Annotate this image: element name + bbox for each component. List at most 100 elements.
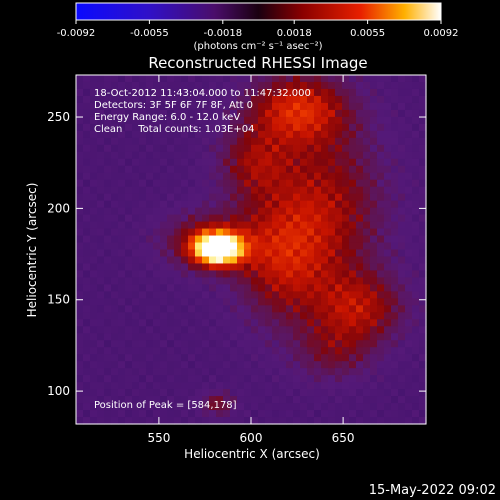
heatmap-cell [83, 75, 91, 83]
heatmap-cell [307, 235, 315, 244]
heatmap-cell [419, 249, 427, 258]
heatmap-cell [90, 319, 98, 327]
heatmap-cell [300, 354, 308, 362]
heatmap-cell [419, 291, 427, 299]
heatmap-cell [258, 172, 266, 181]
heatmap-cell [125, 81, 133, 90]
heatmap-cell [202, 382, 210, 390]
heatmap-cell [167, 130, 175, 139]
heatmap-cell [139, 340, 147, 348]
heatmap-cell [321, 95, 329, 104]
heatmap-cell [286, 172, 294, 181]
heatmap-cell [286, 75, 294, 83]
heatmap-cell [146, 340, 154, 348]
heatmap-cell [209, 144, 217, 153]
heatmap-cell [76, 326, 84, 334]
heatmap-cell [160, 284, 168, 292]
heatmap-cell [265, 291, 273, 299]
heatmap-cell [405, 193, 413, 202]
heatmap-cell [139, 326, 147, 334]
heatmap-cell [377, 214, 385, 223]
heatmap-cell [237, 382, 245, 390]
heatmap-cell [384, 88, 392, 97]
heatmap-cell [349, 326, 357, 334]
heatmap-cell [167, 256, 175, 265]
heatmap-cell [286, 326, 294, 334]
heatmap-cell [160, 207, 168, 216]
heatmap-cell [132, 207, 140, 216]
heatmap-cell [419, 116, 427, 125]
heatmap-cell [342, 179, 350, 188]
heatmap-cell [174, 158, 182, 167]
heatmap-cell [314, 305, 322, 313]
heatmap-cell [377, 130, 385, 139]
heatmap-cell [279, 95, 287, 104]
heatmap-cell [90, 389, 98, 397]
heatmap-cell [76, 382, 84, 390]
heatmap-cell [139, 75, 147, 83]
heatmap-cell [363, 75, 371, 83]
heatmap-cell [349, 375, 357, 383]
heatmap-cell [356, 375, 364, 383]
heatmap-cell [314, 284, 322, 292]
heatmap-cell [279, 417, 287, 425]
heatmap-cell [223, 144, 231, 153]
heatmap-cell [104, 417, 112, 425]
heatmap-cell [279, 410, 287, 418]
heatmap-cell [272, 165, 280, 174]
heatmap-cell [307, 144, 315, 153]
heatmap-cell [412, 228, 420, 237]
heatmap-cell [146, 109, 154, 118]
heatmap-cell [160, 256, 168, 265]
heatmap-cell [223, 312, 231, 320]
heatmap-cell [258, 256, 266, 265]
heatmap-cell [90, 102, 98, 111]
heatmap-cell [76, 249, 84, 258]
heatmap-cell [146, 88, 154, 97]
heatmap-cell [328, 200, 336, 209]
heatmap-cell [258, 312, 266, 320]
heatmap-cell [251, 319, 259, 327]
heatmap-cell [328, 291, 336, 299]
heatmap-cell [272, 186, 280, 195]
heatmap-cell [314, 368, 322, 376]
heatmap-cell [412, 270, 420, 279]
heatmap-cell [132, 319, 140, 327]
heatmap-cell [83, 214, 91, 223]
heatmap-cell [405, 81, 413, 90]
heatmap-cell [251, 249, 259, 258]
heatmap-cell [398, 95, 406, 104]
heatmap-cell [83, 298, 91, 306]
heatmap-cell [412, 319, 420, 327]
heatmap-cell [195, 354, 203, 362]
heatmap-cell [391, 396, 399, 404]
heatmap-cell [76, 291, 84, 299]
heatmap-cell [293, 361, 301, 369]
heatmap-cell [244, 102, 252, 111]
heatmap-cell [293, 368, 301, 376]
heatmap-cell [83, 312, 91, 320]
heatmap-cell [272, 361, 280, 369]
heatmap-cell [195, 75, 203, 83]
heatmap-cell [363, 305, 371, 313]
heatmap-cell [174, 242, 182, 251]
heatmap-cell [125, 403, 133, 411]
heatmap-cell [391, 242, 399, 251]
heatmap-cell [307, 326, 315, 334]
heatmap-cell [97, 368, 105, 376]
heatmap-cell [279, 130, 287, 139]
heatmap-cell [104, 151, 112, 160]
heatmap-cell [405, 270, 413, 279]
heatmap-cell [153, 389, 161, 397]
heatmap-cell [300, 263, 308, 272]
heatmap-cell [216, 88, 224, 97]
heatmap-cell [237, 284, 245, 292]
heatmap-cell [272, 109, 280, 118]
heatmap-cell [195, 207, 203, 216]
heatmap-cell [328, 340, 336, 348]
heatmap-cell [384, 109, 392, 118]
heatmap-cell [307, 75, 315, 83]
heatmap-cell [384, 214, 392, 223]
heatmap-cell [209, 375, 217, 383]
